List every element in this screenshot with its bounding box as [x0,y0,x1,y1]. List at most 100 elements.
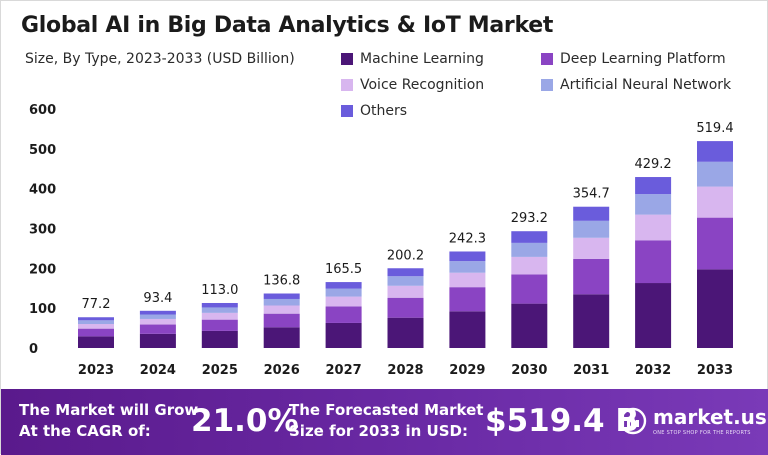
bar-segment [387,285,424,298]
legend-label: Others [360,103,408,119]
bar-total-label: 200.2 [387,248,424,263]
x-tick-label: 2031 [573,363,609,378]
bar-total-label: 136.8 [263,274,300,289]
legend-swatch [541,79,553,91]
bar-segment [201,312,238,320]
legend-label: Voice Recognition [360,77,485,93]
x-tick-label: 2033 [697,363,733,378]
legend-label: Machine Learning [360,51,484,67]
legend-swatch [341,53,353,65]
bar-segment [449,272,486,288]
bar-segment [139,324,176,334]
stacked-bar-chart: 0 100 200 300 400 500 600 77.2 2023 93.4 2024 113.0… [29,103,734,378]
bar-segment [139,333,176,348]
x-tick-label: 2029 [449,363,485,378]
cagr-label-line1: The Market will Grow [19,401,199,419]
chart-subtitle: Size, By Type, 2023-2033 (USD Billion) [25,51,295,67]
bar-segment [325,288,362,297]
bar-segment [635,214,672,241]
bar-segment [325,306,362,323]
bar-segment [697,186,733,218]
bar-segment [78,324,114,329]
legend-item-others: Others [341,102,407,120]
bar-segment [511,303,548,348]
bar-segment [573,220,610,238]
bar-segment [573,237,610,259]
bar-segment [78,320,114,325]
cagr-label-line2: At the CAGR of: [19,422,151,440]
bar-segment [697,161,733,187]
legend-item-machine-learning: Machine Learning [341,50,484,68]
bar-segment [325,296,362,307]
bar-segment [201,302,238,308]
bar-segment [511,231,548,243]
bar-total-label: 354.7 [573,187,610,202]
bar-segment [573,206,610,221]
bar-segment [263,313,300,328]
legend-item-deep-learning-platform: Deep Learning Platform [541,50,726,68]
chart-legend: Machine Learning Deep Learning Platform … [1,1,768,131]
bar-segment [449,251,486,262]
bar-segment [263,293,300,299]
legend-item-voice-recognition: Voice Recognition [341,76,484,94]
bar-segment [573,294,610,348]
x-tick-label: 2023 [78,363,114,378]
bar-segment [511,256,548,275]
x-tick-label: 2032 [635,363,671,378]
y-tick-label: 600 [29,103,56,118]
legend-swatch [341,105,353,117]
market-us-logo: market.us ONE STOP SHOP FOR THE REPORTS [619,405,767,441]
forecast-label-line2: Size for 2033 in USD: [289,422,468,440]
bar-segment [325,282,362,289]
bar-segment [635,283,672,348]
bar-segment [449,287,486,312]
x-tick-label: 2030 [511,363,547,378]
bar-segment [78,336,114,348]
bar-segment [697,141,733,162]
y-tick-label: 300 [29,223,56,238]
bar-segment [449,311,486,348]
summary-banner: The Market will Grow At the CAGR of: 21.… [1,389,768,455]
bar-segment [263,305,300,314]
bar-segment [697,269,733,348]
x-tick-label: 2025 [202,363,238,378]
legend-label: Artificial Neural Network [560,77,732,93]
bar-segment [325,322,362,348]
bar-segment [387,317,424,348]
bar-total-label: 113.0 [201,283,238,298]
y-tick-label: 500 [29,143,56,158]
bar-segment [201,307,238,313]
bar-segment [263,298,300,306]
bar-segment [78,317,114,321]
bar-total-label: 293.2 [511,211,548,226]
cagr-value: 21.0% [191,403,299,439]
y-tick-label: 200 [29,262,56,277]
legend-swatch [541,53,553,65]
y-tick-label: 100 [29,302,56,317]
bar-segment [635,240,672,284]
bar-total-label: 77.2 [82,297,111,312]
bar-segment [201,330,238,348]
bar-segment [511,242,548,257]
bar-segment [387,276,424,286]
bar-segment [635,194,672,215]
bar-total-label: 519.4 [696,121,733,136]
bar-segment [511,274,548,304]
x-tick-label: 2028 [387,363,423,378]
bar-segment [139,318,176,325]
forecast-label-line1: The Forecasted Market [289,401,484,419]
x-tick-label: 2026 [264,363,300,378]
bar-total-label: 242.3 [449,231,486,246]
bar-segment [449,261,486,273]
logo-tagline: ONE STOP SHOP FOR THE REPORTS [653,430,751,436]
legend-item-artificial-neural-network: Artificial Neural Network [541,76,731,94]
bar-segment [635,177,672,195]
x-tick-label: 2027 [326,363,362,378]
bar-total-label: 429.2 [634,157,671,172]
market-us-logo-icon [619,407,647,435]
x-tick-label: 2024 [140,363,176,378]
bar-segment [697,217,733,270]
bar-segment [387,297,424,318]
y-tick-label: 400 [29,183,56,198]
